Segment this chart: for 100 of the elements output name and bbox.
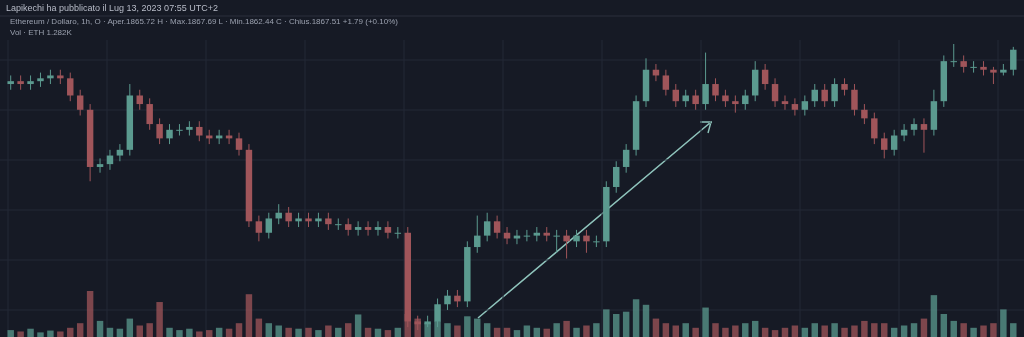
candlestick <box>920 117 928 154</box>
bar <box>503 327 511 337</box>
bar <box>96 320 104 337</box>
bar <box>325 325 332 337</box>
bar <box>990 323 997 337</box>
candlestick <box>76 89 84 116</box>
bar <box>67 327 74 337</box>
bar <box>364 327 372 337</box>
bar <box>622 311 630 337</box>
bar <box>563 320 570 337</box>
bar <box>1000 309 1007 337</box>
bar <box>126 318 134 337</box>
candlestick <box>821 83 828 108</box>
bar <box>424 323 431 337</box>
bar <box>980 325 987 337</box>
candlestick <box>563 229 570 259</box>
bar <box>285 327 292 337</box>
bar <box>176 330 183 337</box>
candlestick <box>692 89 699 111</box>
candlestick <box>890 129 898 157</box>
candlestick <box>712 77 719 102</box>
bar <box>761 327 769 337</box>
bar <box>662 323 670 337</box>
bar <box>702 307 709 337</box>
bar <box>851 325 858 337</box>
bar <box>305 327 312 337</box>
bar <box>841 327 848 337</box>
bar <box>871 323 878 337</box>
bar <box>186 328 193 337</box>
bar <box>76 323 84 337</box>
candlestick <box>67 72 74 102</box>
bar <box>801 327 809 337</box>
candlestick <box>861 103 868 125</box>
candlestick <box>593 235 600 248</box>
bar <box>533 327 541 337</box>
candlestick <box>970 60 977 74</box>
bar <box>156 302 163 337</box>
candlestick <box>136 89 143 111</box>
bar <box>394 327 402 337</box>
candlestick <box>801 94 809 116</box>
bar <box>493 327 501 337</box>
bar <box>384 330 392 337</box>
bar <box>245 294 253 337</box>
candlestick <box>742 89 749 111</box>
bar <box>632 299 640 337</box>
bar <box>235 323 243 337</box>
bar <box>821 325 828 337</box>
bar <box>215 327 223 337</box>
bar <box>583 325 590 337</box>
bar <box>603 309 610 337</box>
bar <box>27 328 34 337</box>
candlestick <box>1010 46 1017 76</box>
bar <box>781 327 789 337</box>
candlestick <box>881 132 888 159</box>
bar <box>881 323 888 337</box>
candlestick <box>622 143 630 174</box>
candlestick <box>900 123 908 142</box>
bar <box>354 314 362 337</box>
bar <box>315 330 322 337</box>
bar <box>593 323 600 337</box>
bar <box>950 320 957 337</box>
candlestick <box>166 123 173 145</box>
bar <box>960 323 967 337</box>
bar <box>613 314 620 337</box>
candlestick <box>771 77 779 108</box>
candlestick <box>791 97 799 116</box>
candlestick <box>384 220 392 239</box>
candlestick <box>493 215 501 239</box>
candlestick <box>374 220 382 237</box>
bar <box>751 320 759 337</box>
bar <box>811 323 818 337</box>
bar <box>444 323 451 337</box>
bar <box>742 323 749 337</box>
bar <box>196 331 203 337</box>
candlestick <box>662 69 670 96</box>
bar <box>861 320 868 337</box>
bar <box>642 304 650 337</box>
candlestick <box>483 212 491 242</box>
chart-title: Lapikechi ha pubblicato il Lug 13, 2023 07:55 UTC+2 <box>6 3 218 13</box>
candlestick <box>275 203 282 225</box>
candlestick <box>285 206 292 228</box>
bar <box>692 327 699 337</box>
candlestick <box>196 120 203 142</box>
bar <box>474 318 481 337</box>
candlestick <box>781 94 789 111</box>
bar <box>543 328 550 337</box>
bar <box>732 325 739 337</box>
candlestick <box>265 212 273 239</box>
bar <box>573 327 580 337</box>
bar <box>831 323 838 337</box>
bar <box>295 328 302 337</box>
bar <box>47 330 54 337</box>
bar <box>771 330 779 337</box>
candlestick <box>613 160 620 194</box>
bar <box>255 318 263 337</box>
candlestick <box>354 220 362 237</box>
bar <box>652 318 660 337</box>
bar <box>1010 323 1017 337</box>
bar <box>940 314 948 337</box>
bar <box>513 330 521 337</box>
